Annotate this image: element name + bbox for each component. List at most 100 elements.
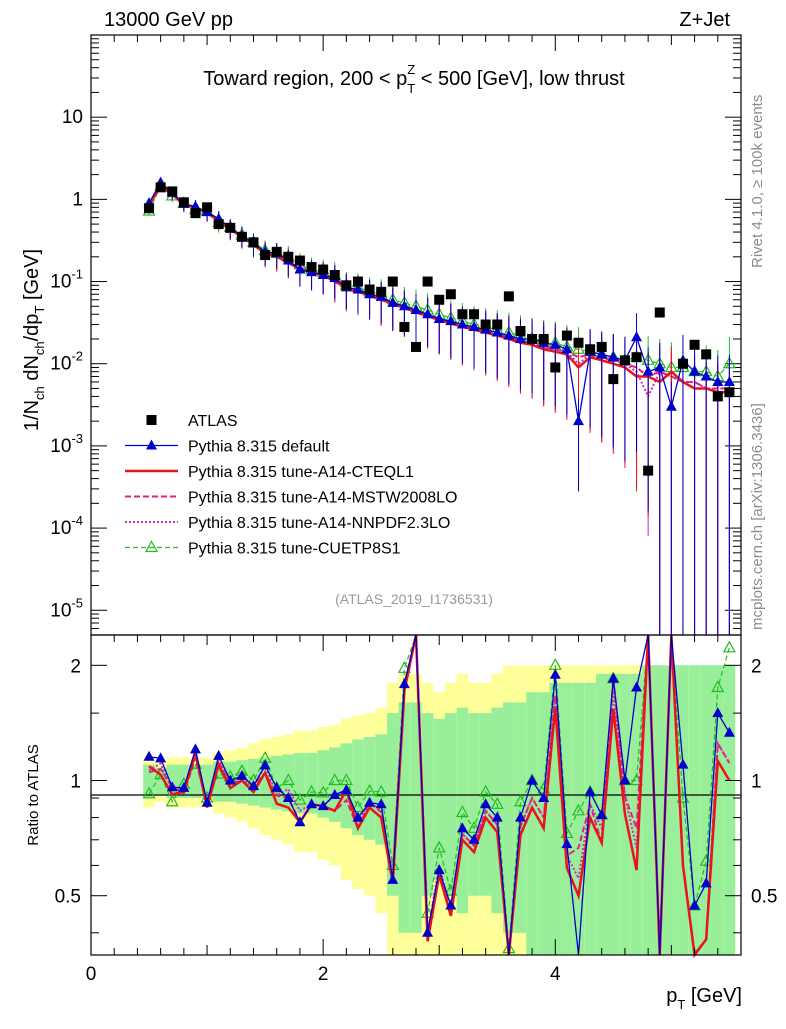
ratio-band-green — [189, 764, 202, 799]
legend-entry: Pythia 8.315 tune-A14-NNPDF2.3LO — [188, 515, 450, 532]
ratio-marker — [305, 784, 319, 797]
series-marker — [445, 315, 457, 326]
y-tick-label: 1 — [72, 189, 83, 210]
ratio-band-green — [386, 713, 399, 896]
ratio-band-green — [212, 761, 225, 802]
ratio-band-green — [561, 682, 573, 955]
ratio-marker — [363, 783, 377, 796]
y-tick-label: 10-4 — [50, 513, 83, 539]
ratio-marker — [479, 784, 493, 797]
series-line — [148, 183, 730, 390]
series-marker — [723, 375, 735, 386]
atlas-point — [550, 362, 561, 373]
series-5 — [142, 178, 736, 635]
ratio-uncertainty-bands — [143, 665, 736, 955]
ratio-band-green — [456, 707, 469, 914]
series-4 — [148, 179, 730, 635]
atlas-point — [260, 250, 271, 261]
ratio-marker — [293, 792, 307, 805]
ratio-marker — [281, 773, 295, 786]
ratio-marker — [143, 750, 155, 761]
ratio-marker — [549, 668, 561, 679]
series-marker — [561, 343, 573, 354]
atlas-point — [480, 319, 491, 330]
rivet-label: Rivet 4.1.0, ≥ 100k events — [749, 95, 766, 268]
atlas-point — [561, 330, 572, 341]
ratio-tick-label: 0.5 — [55, 887, 81, 908]
atlas-point — [329, 270, 340, 281]
ratio-marker — [165, 794, 179, 807]
ratio-marker — [374, 784, 388, 797]
ratio-tick-label-right: 2 — [751, 656, 762, 677]
atlas-point — [236, 231, 247, 242]
atlas-point — [724, 387, 735, 398]
header-process: Z+Jet — [679, 9, 730, 31]
ratio-marker — [317, 800, 329, 811]
y-tick-label: 10 — [62, 107, 83, 128]
series-marker — [596, 348, 608, 359]
ratio-axis-title: Ratio to ATLAS — [25, 744, 42, 845]
atlas-point — [213, 219, 224, 230]
ratio-marker — [351, 800, 365, 813]
atlas-point — [538, 333, 549, 344]
atlas-point — [167, 186, 178, 197]
ratio-band-green — [410, 702, 422, 933]
atlas-point — [712, 391, 723, 402]
legend-entry: Pythia 8.315 tune-A14-CTEQL1 — [188, 464, 414, 481]
plot-title: Toward region, 200 < pTZ < 500 [GeV], lo… — [203, 62, 625, 96]
y-tick-label: 10-1 — [50, 267, 83, 293]
ratio-band-green — [398, 702, 411, 933]
ratio-marker — [364, 796, 376, 807]
atlas-point — [619, 355, 630, 366]
atlas-point — [469, 309, 480, 320]
atlas-point — [271, 246, 282, 257]
header-energy: 13000 GeV pp — [104, 9, 233, 31]
ratio-marker — [375, 798, 387, 809]
atlas-point — [144, 203, 155, 214]
main-plot: 10-5 10-4 10-3 10-2 10-1 1 10 Toward region, 2… — [50, 34, 742, 636]
ratio-band-green — [503, 702, 515, 933]
ratio-line — [148, 634, 730, 956]
ratio-marker — [456, 822, 468, 833]
ratio-band-green — [700, 665, 712, 955]
atlas-point — [573, 337, 584, 348]
atlas-point — [643, 465, 654, 476]
ratio-band-green — [433, 718, 446, 880]
atlas-point — [352, 276, 363, 287]
atlas-point — [306, 262, 317, 273]
atlas-point — [654, 307, 665, 318]
ratio-band-green — [526, 692, 538, 955]
ratio-band-green — [421, 713, 434, 896]
atlas-point — [411, 341, 421, 352]
atlas-point — [503, 291, 514, 302]
atlas-point — [677, 358, 688, 369]
atlas-point — [596, 341, 607, 352]
ratio-band-green — [572, 682, 585, 955]
ratio-tick-label: 1 — [70, 772, 81, 793]
atlas-point — [527, 333, 538, 344]
atlas-point — [190, 208, 201, 219]
x-tick-label: 0 — [86, 964, 97, 985]
ratio-band-green — [688, 665, 701, 955]
x-axis-title: pT [GeV] — [666, 985, 742, 1012]
series-marker — [514, 332, 526, 343]
series-marker — [456, 318, 468, 329]
legend-entry: ATLAS — [188, 413, 238, 430]
ratio-band-green — [445, 713, 457, 896]
legend-entry: Pythia 8.315 tune-A14-MSTW2008LO — [188, 490, 457, 507]
ratio-band-green — [711, 665, 724, 955]
ratio-band-green — [723, 665, 736, 955]
ratio-marker — [142, 786, 156, 799]
ratio-marker — [467, 821, 481, 833]
main-y-axis: 10-5 10-4 10-3 10-2 10-1 1 10 — [50, 38, 741, 629]
ratio-series-5 — [142, 634, 736, 956]
ratio-band-green — [468, 713, 480, 896]
atlas-point — [294, 255, 305, 266]
x-axis: 0 2 4 — [86, 35, 742, 985]
ratio-marker — [722, 640, 736, 653]
analysis-watermark: (ATLAS_2019_I1736531) — [335, 591, 493, 607]
atlas-point — [248, 237, 259, 248]
ratio-marker — [491, 811, 503, 822]
legend-entry: Pythia 8.315 default — [188, 439, 330, 456]
ratio-band-green — [294, 753, 306, 814]
